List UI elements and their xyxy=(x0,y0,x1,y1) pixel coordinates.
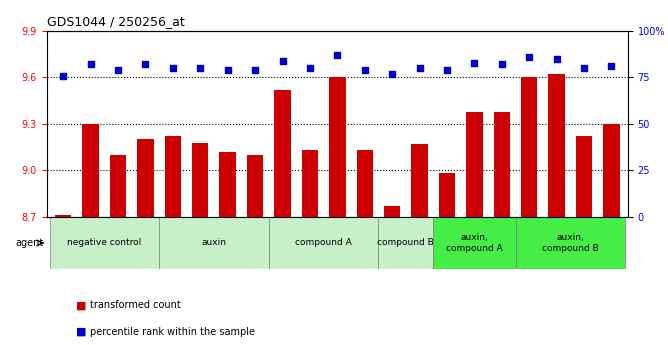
FancyBboxPatch shape xyxy=(379,217,434,269)
FancyBboxPatch shape xyxy=(434,217,516,269)
Text: auxin,
compound B: auxin, compound B xyxy=(542,233,599,253)
Bar xyxy=(247,155,263,217)
Text: percentile rank within the sample: percentile rank within the sample xyxy=(90,327,255,337)
Bar xyxy=(137,139,154,217)
Text: transformed count: transformed count xyxy=(90,300,181,310)
Point xyxy=(332,52,343,58)
Point xyxy=(250,67,261,73)
Text: agent: agent xyxy=(16,238,44,248)
Bar xyxy=(302,150,318,217)
Bar xyxy=(164,136,181,217)
Text: auxin,
compound A: auxin, compound A xyxy=(446,233,503,253)
Point xyxy=(524,54,534,60)
Bar xyxy=(466,111,482,217)
Bar xyxy=(110,155,126,217)
Point xyxy=(140,62,151,67)
Bar xyxy=(220,152,236,217)
Bar xyxy=(55,215,71,217)
Bar xyxy=(82,124,99,217)
Bar xyxy=(384,206,400,217)
Point xyxy=(442,67,452,73)
FancyBboxPatch shape xyxy=(49,217,159,269)
Point xyxy=(277,58,288,63)
Text: compound A: compound A xyxy=(295,238,352,247)
Point xyxy=(305,66,315,71)
Point xyxy=(387,71,397,77)
Point xyxy=(496,62,507,67)
Point xyxy=(551,56,562,62)
Point xyxy=(86,62,96,67)
Point xyxy=(195,66,206,71)
Text: GDS1044 / 250256_at: GDS1044 / 250256_at xyxy=(47,16,184,29)
Bar xyxy=(576,136,593,217)
Point xyxy=(222,67,233,73)
Point xyxy=(168,66,178,71)
Bar xyxy=(521,78,538,217)
Bar xyxy=(275,90,291,217)
Bar xyxy=(357,150,373,217)
Point xyxy=(58,73,69,78)
Text: ■: ■ xyxy=(76,300,86,310)
Text: auxin: auxin xyxy=(202,238,226,247)
Point xyxy=(469,60,480,66)
Bar xyxy=(329,78,345,217)
Text: compound B: compound B xyxy=(377,238,434,247)
Bar xyxy=(439,174,455,217)
Bar xyxy=(548,75,565,217)
FancyBboxPatch shape xyxy=(269,217,379,269)
FancyBboxPatch shape xyxy=(516,217,625,269)
Bar xyxy=(494,111,510,217)
FancyBboxPatch shape xyxy=(159,217,269,269)
Bar xyxy=(411,144,428,217)
Point xyxy=(578,66,589,71)
Text: ■: ■ xyxy=(76,327,86,337)
Bar xyxy=(192,142,208,217)
Point xyxy=(606,63,617,69)
Point xyxy=(414,66,425,71)
Text: negative control: negative control xyxy=(67,238,142,247)
Point xyxy=(359,67,370,73)
Point xyxy=(113,67,124,73)
Bar xyxy=(603,124,620,217)
